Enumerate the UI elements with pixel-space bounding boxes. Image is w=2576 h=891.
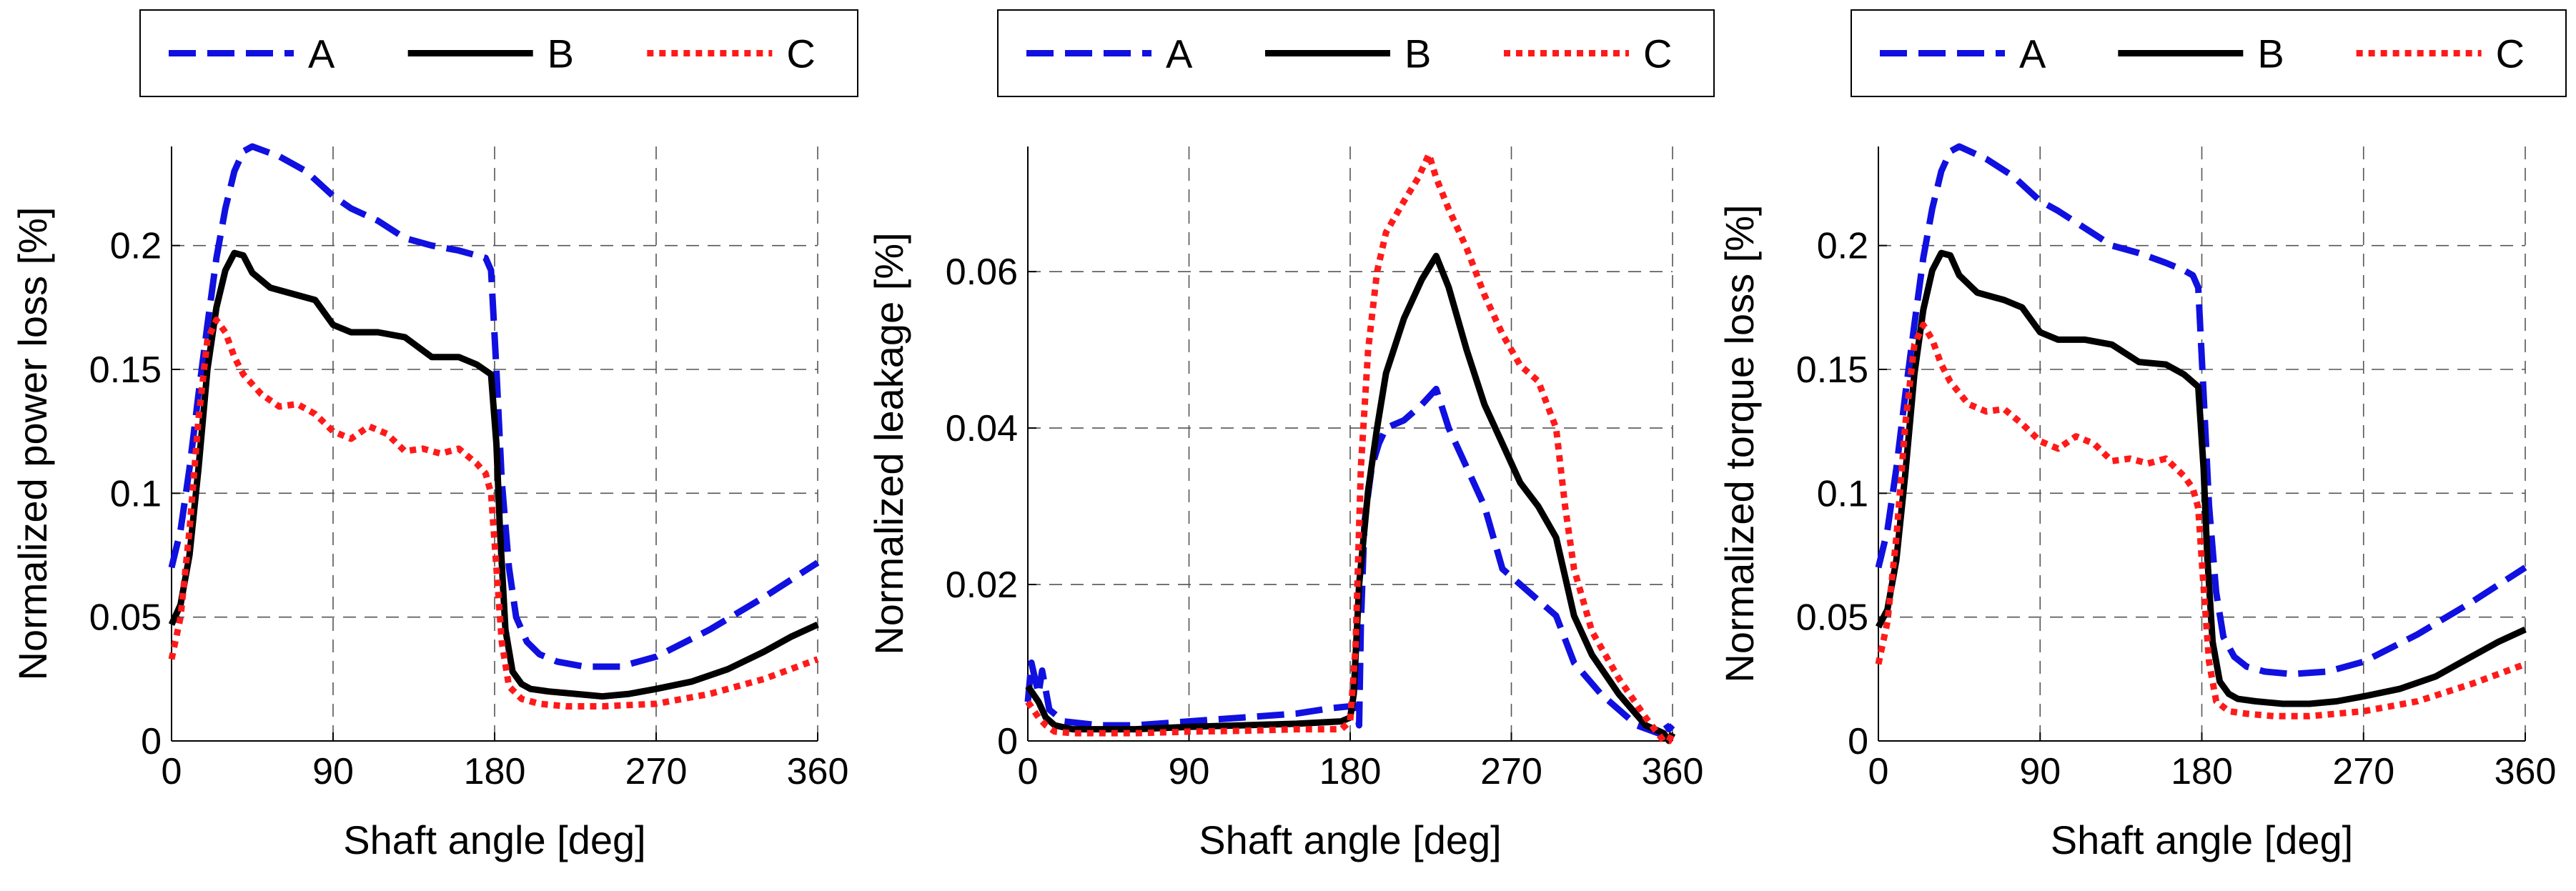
series-line-b bbox=[168, 249, 819, 700]
x-tick-label: 360 bbox=[1642, 751, 1704, 792]
x-axis-label: Shaft angle [deg] bbox=[2051, 817, 2353, 862]
y-tick-label: 0.15 bbox=[1796, 349, 1868, 391]
legend-label-a: A bbox=[2019, 31, 2046, 76]
y-tick-label: 0.02 bbox=[946, 564, 1018, 606]
series-line-a bbox=[168, 143, 820, 670]
y-tick-label: 0 bbox=[141, 721, 162, 762]
y-tick-label: 0.06 bbox=[946, 252, 1018, 293]
y-tick-label: 0.05 bbox=[1796, 597, 1868, 639]
y-tick-label: 0.15 bbox=[89, 349, 162, 391]
series-line-a bbox=[1875, 143, 2527, 677]
y-tick-label: 0 bbox=[1848, 721, 1868, 762]
y-tick-label: 0.2 bbox=[110, 226, 162, 267]
legend-label-b: B bbox=[2257, 31, 2284, 76]
x-tick-label: 270 bbox=[1480, 751, 1542, 792]
y-axis-label: Normalized leakage [%] bbox=[866, 232, 911, 654]
y-tick-label: 0.04 bbox=[946, 408, 1018, 449]
x-tick-label: 180 bbox=[464, 751, 526, 792]
x-tick-label: 90 bbox=[2019, 751, 2061, 792]
legend-label-b: B bbox=[1405, 31, 1431, 76]
x-tick-label: 90 bbox=[312, 751, 354, 792]
x-tick-label: 0 bbox=[1018, 751, 1039, 792]
x-axis-label: Shaft angle [deg] bbox=[343, 817, 645, 862]
series-line-b bbox=[1876, 249, 2527, 707]
x-tick-label: 0 bbox=[162, 751, 182, 792]
x-tick-label: 360 bbox=[787, 751, 849, 792]
legend-label-c: C bbox=[2496, 31, 2525, 76]
chart-panel-leakage: 0 90 180 270 360 0 0.02 0.04 0.06 Shaft angle [de… bbox=[866, 9, 1715, 862]
chart-panel-power-loss: 0 90 180 270 360 0 0.05 0.1 0.15 0.2 Shaft angle [… bbox=[10, 9, 858, 862]
legend-label-c: C bbox=[786, 31, 815, 76]
chart-panel-torque-loss: 0 90 180 270 360 0 0.05 0.1 0.15 0.2 Shaft angle [… bbox=[1717, 9, 2567, 862]
y-tick-label: 0.05 bbox=[89, 597, 162, 639]
x-tick-label: 0 bbox=[1868, 751, 1889, 792]
x-tick-label: 90 bbox=[1169, 751, 1210, 792]
legend-label-a: A bbox=[1166, 31, 1193, 76]
y-tick-label: 0 bbox=[997, 721, 1018, 762]
y-tick-label: 0.2 bbox=[1817, 226, 1868, 267]
y-axis-label: Normalized power loss [%] bbox=[10, 207, 55, 681]
series-line-c bbox=[168, 317, 819, 710]
x-tick-label: 180 bbox=[2171, 751, 2233, 792]
series-line-c bbox=[1875, 322, 2527, 720]
legend-label-c: C bbox=[1643, 31, 1672, 76]
series-line-c bbox=[1025, 151, 1676, 745]
legend-label-b: B bbox=[548, 31, 574, 76]
x-tick-label: 360 bbox=[2495, 751, 2557, 792]
legend-label-a: A bbox=[308, 31, 335, 76]
series-line-b bbox=[1025, 252, 1676, 745]
x-tick-label: 270 bbox=[2332, 751, 2394, 792]
x-tick-label: 180 bbox=[1319, 751, 1382, 792]
x-axis-label: Shaft angle [deg] bbox=[1199, 817, 1501, 862]
y-tick-label: 0.1 bbox=[1817, 473, 1868, 514]
y-tick-label: 0.1 bbox=[110, 473, 162, 514]
y-axis-label: Normalized torque loss [%] bbox=[1717, 204, 1762, 682]
x-tick-label: 270 bbox=[625, 751, 688, 792]
